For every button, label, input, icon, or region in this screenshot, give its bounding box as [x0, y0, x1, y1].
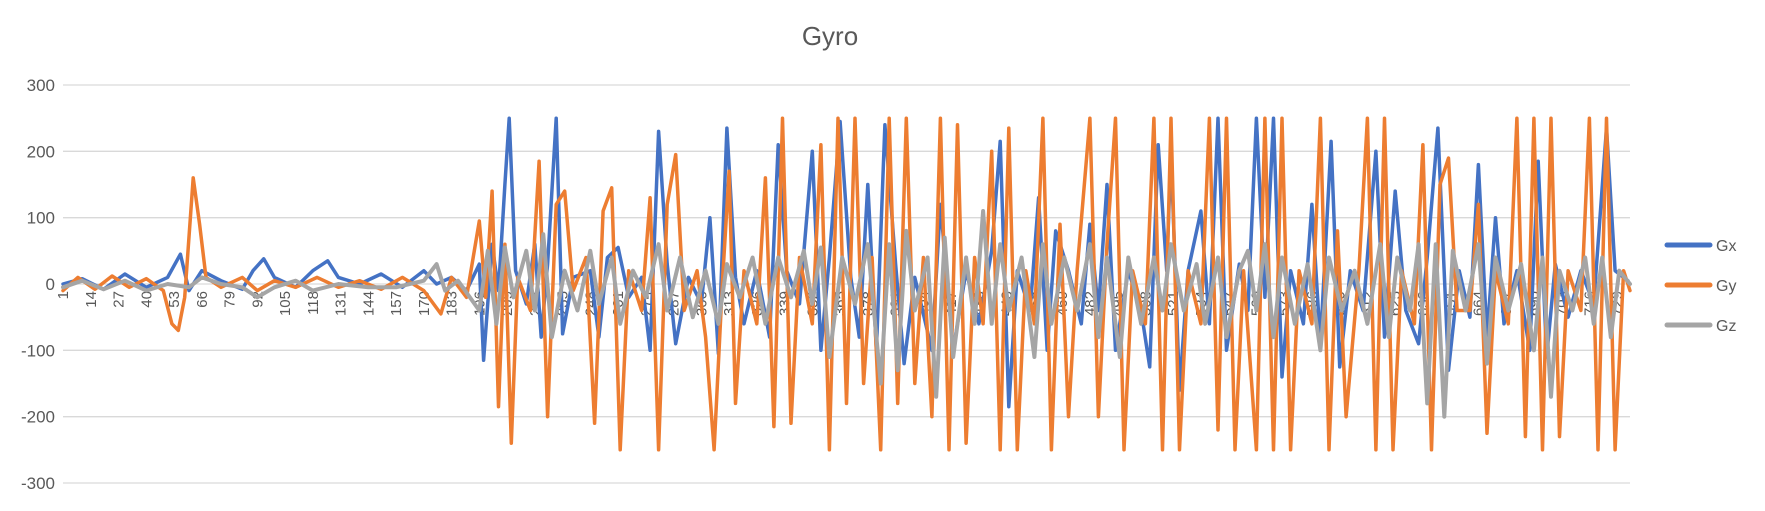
x-tick-label: 14: [83, 291, 100, 308]
legend-label-gx: Gx: [1716, 238, 1736, 255]
x-tick-label: 40: [138, 291, 155, 308]
legend-label-gy: Gy: [1716, 278, 1736, 295]
series-lines: [61, 116, 1632, 452]
legend-label-gz: Gz: [1716, 318, 1736, 335]
y-tick-label: -200: [21, 408, 55, 427]
x-tick-label: 53: [166, 291, 183, 308]
series-line-gy: [61, 116, 1632, 452]
x-tick-label: 144: [360, 291, 377, 316]
y-tick-label: 0: [46, 275, 55, 294]
x-tick-label: 157: [388, 291, 405, 316]
x-tick-label: 183: [444, 291, 461, 316]
y-axis-ticks: 300 200 100 0 -100 -200 -300: [21, 76, 55, 493]
y-tick-label: -300: [21, 474, 55, 493]
x-tick-label: 79: [222, 291, 239, 308]
series-line-gz: [61, 209, 1632, 419]
x-tick-label: 105: [277, 291, 294, 316]
x-tick-label: 66: [194, 291, 211, 308]
x-tick-label: 170: [416, 291, 433, 316]
chart-title: Gyro: [802, 21, 858, 51]
y-tick-label: -100: [21, 341, 55, 360]
y-tick-label: 300: [27, 76, 55, 95]
y-tick-label: 100: [27, 209, 55, 228]
y-tick-label: 200: [27, 142, 55, 161]
x-tick-label: 1: [55, 291, 72, 299]
legend: Gx Gy Gz: [1664, 238, 1736, 335]
x-tick-label: 27: [111, 291, 128, 308]
x-tick-label: 131: [333, 291, 350, 316]
x-tick-label: 118: [305, 291, 322, 315]
